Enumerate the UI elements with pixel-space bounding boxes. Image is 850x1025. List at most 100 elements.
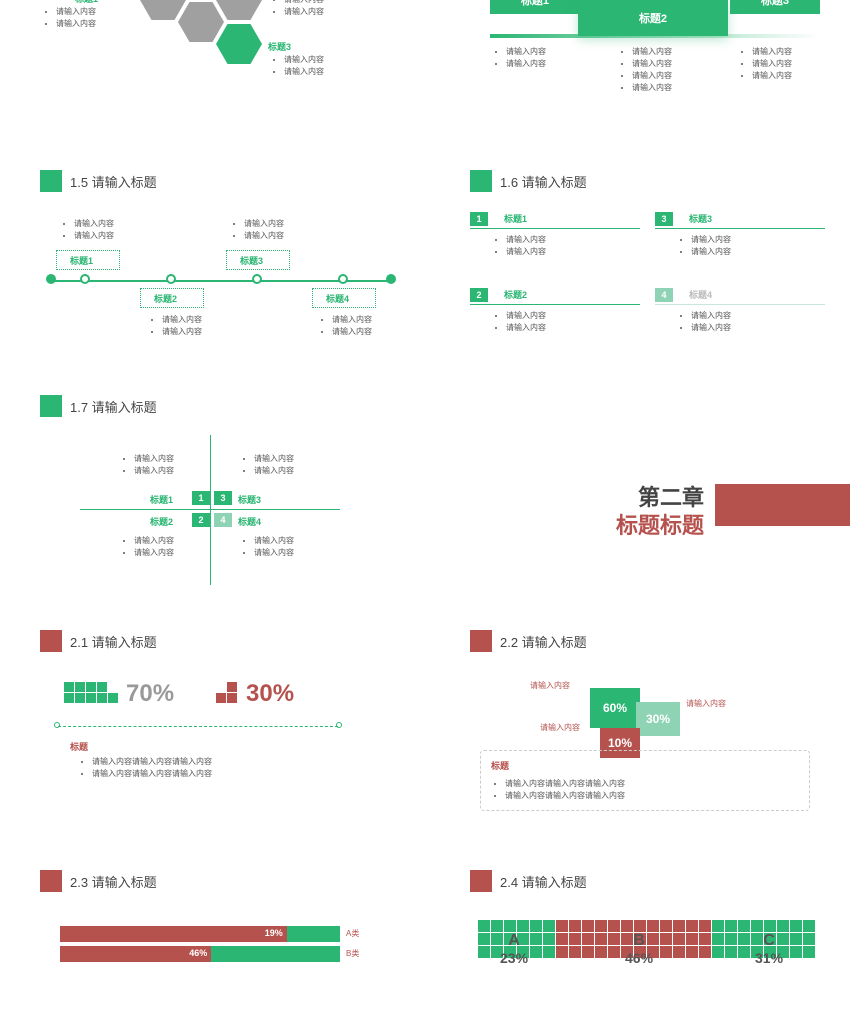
grid-cell (712, 933, 724, 945)
q-label-1: 标题1 (150, 493, 173, 506)
tl-node-4 (338, 274, 348, 284)
tab-bul-2: 请输入内容 请输入内容 请输入内容 请输入内容 (618, 46, 672, 94)
grid-cell (738, 933, 750, 945)
sq-icon (470, 170, 492, 192)
tl-label-4: 标题4 (326, 292, 349, 305)
dash-dot-l (54, 722, 60, 728)
grid-cell (673, 946, 685, 958)
hex-label-1: 标题1 (75, 0, 98, 5)
grid-cell (608, 946, 620, 958)
dash-line (58, 726, 338, 727)
pct-box: 30% (636, 702, 680, 736)
item-label: 标题3 (689, 214, 712, 224)
pct-box: 60% (590, 688, 640, 728)
tab-bul-1: 请输入内容 请输入内容 (492, 46, 546, 70)
grid-cell (491, 920, 503, 932)
grid-cell (608, 933, 620, 945)
sec-title-2-1: 2.1 请输入标题 (40, 630, 420, 652)
sq-icon (40, 170, 62, 192)
grid-cell (543, 920, 555, 932)
hex-4 (216, 0, 262, 20)
badge-3: 3 (214, 491, 232, 505)
grid-cell (712, 920, 724, 932)
grid-cell (556, 946, 568, 958)
item-label: 标题4 (689, 290, 712, 300)
tab-3[interactable]: 标题3 (730, 0, 820, 14)
grid-cell (582, 933, 594, 945)
grid-cell (699, 946, 711, 958)
grid-cell (556, 920, 568, 932)
tl-bul-3: 请输入内容请输入内容 (230, 218, 284, 242)
hex-bullets-2: 请输入内容 请输入内容 (270, 0, 324, 18)
item-bullets: 请输入内容请输入内容 (677, 234, 825, 258)
grid-cell (634, 920, 646, 932)
sec-title-1-6: 1.6 请输入标题 (470, 170, 840, 192)
grid-cell (608, 920, 620, 932)
grid-cell (803, 920, 815, 932)
grid-cell (725, 920, 737, 932)
pct-b: 30% (246, 680, 294, 708)
badge-1: 1 (192, 491, 210, 505)
sec-title-2-3: 2.3 请输入标题 (40, 870, 420, 892)
grid-cell (673, 920, 685, 932)
q-label-3: 标题3 (238, 493, 261, 506)
grid-cell (647, 920, 659, 932)
grid-cell (504, 920, 516, 932)
hline (80, 509, 340, 510)
sec-title-1-7: 1.7 请输入标题 (40, 395, 420, 417)
q-bul-3: 请输入内容请输入内容 (240, 453, 294, 477)
s22-sl-2: 请输入内容 (686, 698, 726, 709)
s16-item: 3标题3请输入内容请输入内容 (655, 212, 825, 258)
number-badge: 4 (655, 288, 673, 302)
waffle-cell (86, 693, 96, 703)
waffle-cell (75, 682, 85, 692)
s22-sl-3: 请输入内容 (540, 722, 580, 733)
sec-title-1-5: 1.5 请输入标题 (40, 170, 420, 192)
item-bullets: 请输入内容请输入内容 (492, 234, 640, 258)
slide-2-2: 2.2 请输入标题 60%30%10% 请输入内容 请输入内容 请输入内容 标题… (470, 630, 840, 850)
s22-sub: 标题 (491, 759, 799, 772)
badge-2: 2 (192, 513, 210, 527)
item-label: 标题1 (504, 214, 527, 224)
grid-cell (517, 920, 529, 932)
hex-bullets-3: 请输入内容 请输入内容 (270, 54, 324, 78)
number-badge: 1 (470, 212, 488, 226)
s16-item: 2标题2请输入内容请输入内容 (470, 288, 640, 334)
grid-cell (699, 933, 711, 945)
tl-bul-1: 请输入内容请输入内容 (60, 218, 114, 242)
s22-lines: 请输入内容请输入内容请输入内容 请输入内容请输入内容请输入内容 (491, 778, 799, 802)
waffle-b (216, 682, 237, 703)
slide-2-1: 2.1 请输入标题 70% 30% 标题 请输入内容请输入内容请输入内容 请输入… (40, 630, 420, 830)
grid-cell (595, 933, 607, 945)
tl-bul-2: 请输入内容请输入内容 (148, 314, 202, 338)
tab-underline (490, 34, 820, 38)
grid-cell (790, 920, 802, 932)
slide-tabs: 标题1 标题3 标题2 请输入内容 请输入内容 请输入内容 请输入内容 请输入内… (460, 0, 840, 136)
grid-cell (803, 946, 815, 958)
slide-1-7: 1.7 请输入标题 1 2 3 4 标题1 标题2 标题3 标题4 请输入内容请… (40, 395, 420, 595)
grid-cell (712, 946, 724, 958)
waffle-cell (64, 682, 74, 692)
sq-icon (40, 870, 62, 892)
chapter-2: 第二章 标题标题 (470, 470, 850, 550)
grid-cell (543, 946, 555, 958)
hbar-pct: 46% (189, 948, 207, 958)
waffle-cell (97, 682, 107, 692)
tl-bul-4: 请输入内容请输入内容 (318, 314, 372, 338)
s21-sub: 标题 (70, 740, 88, 753)
grid-cell (751, 920, 763, 932)
tl-node-start (46, 274, 56, 284)
waffle-cell (227, 682, 237, 692)
waffle-cell (64, 693, 74, 703)
grid-cell (738, 920, 750, 932)
waffle-cell (75, 693, 85, 703)
grid-cell (660, 920, 672, 932)
tl-node-end (386, 274, 396, 284)
sq-icon (40, 395, 62, 417)
grid-cell (673, 933, 685, 945)
slide-2-3: 2.3 请输入标题 A类19%B类46% (40, 870, 420, 1020)
tab-1[interactable]: 标题1 (490, 0, 580, 14)
tab-2[interactable]: 标题2 (578, 0, 728, 36)
tl-label-1: 标题1 (70, 254, 93, 267)
sq-icon (470, 630, 492, 652)
